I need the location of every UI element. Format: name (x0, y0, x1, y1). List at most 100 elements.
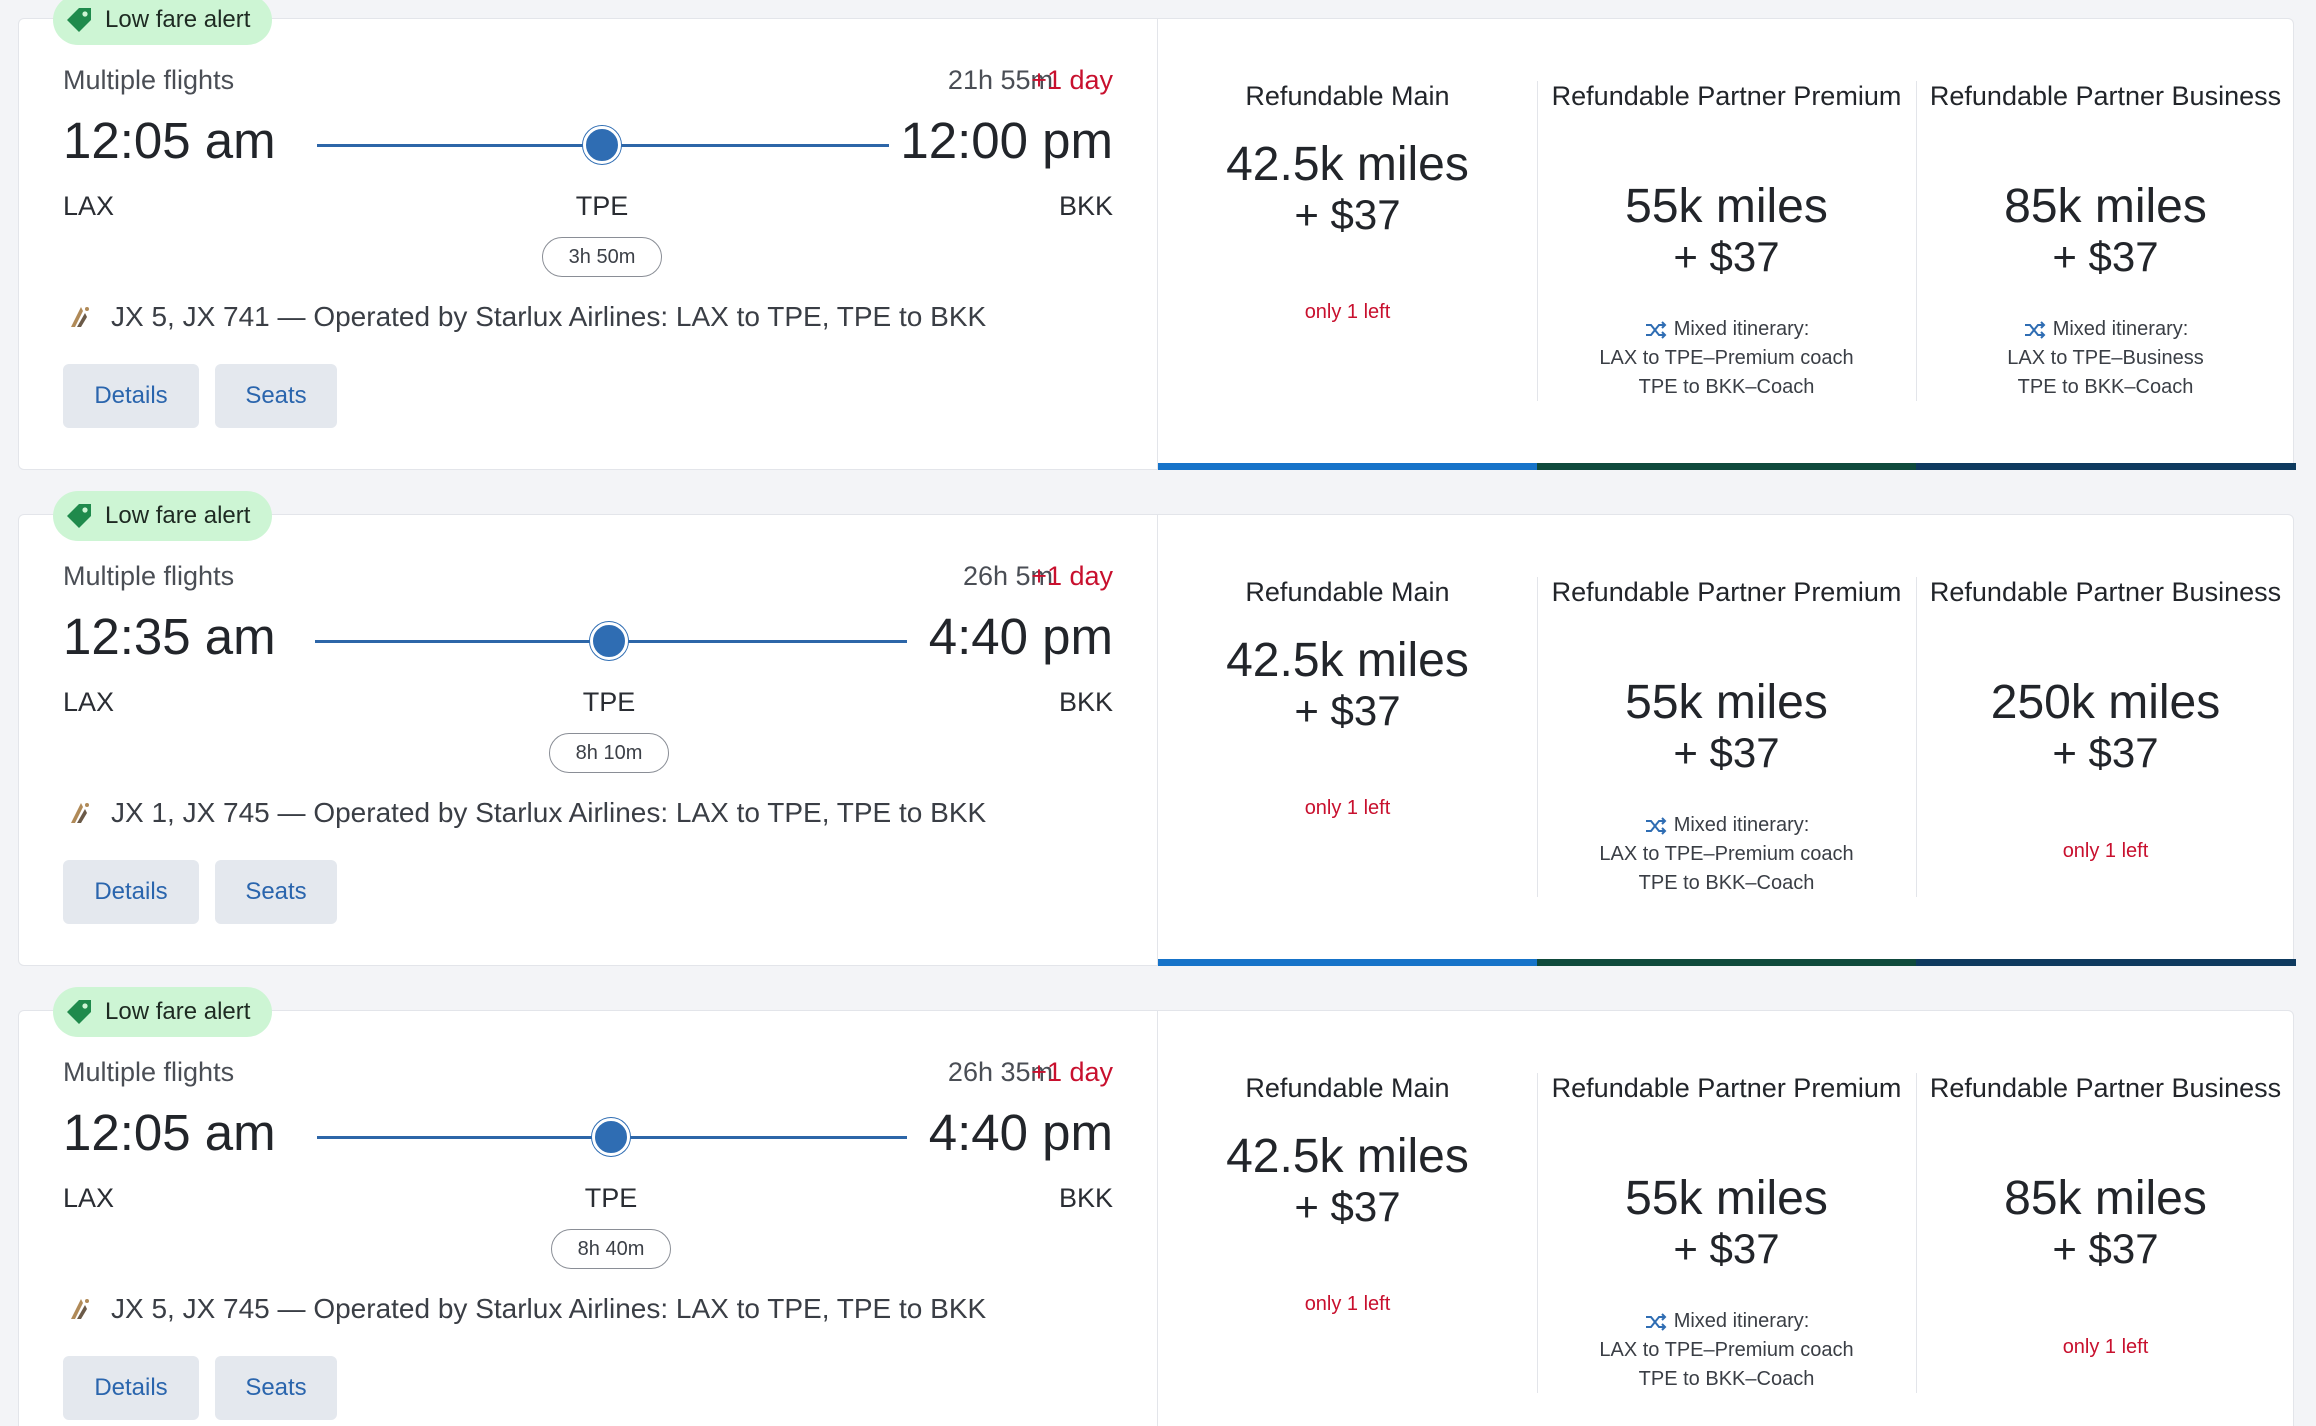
total-duration: 26h 35m (947, 1057, 1053, 1087)
badge-label: Low fare alert (105, 6, 251, 33)
price-tag-icon (67, 1000, 91, 1024)
fare-title: Refundable Main (1245, 1073, 1450, 1103)
fare-bar-business (1916, 463, 2296, 470)
fare-options: Refundable Main 42.5k miles + $37 only 1… (1157, 1011, 2295, 1426)
departure-time: 12:05 am (63, 112, 276, 169)
origin-code: LAX (63, 191, 115, 221)
fare-price: + $37 (1673, 233, 1780, 280)
fare-price: + $37 (1673, 729, 1780, 776)
departure-time: 12:05 am (63, 1104, 276, 1161)
details-button[interactable]: Details (63, 364, 199, 428)
mixed-itinerary: Mixed itinerary: LAX to TPE–Premium coac… (1537, 1307, 1916, 1394)
details-button[interactable]: Details (63, 860, 199, 924)
airline-logo-icon (71, 803, 89, 823)
total-duration: 21h 55m (947, 65, 1053, 95)
fare-title: Refundable Partner Business (1929, 577, 2282, 607)
mixed-itinerary: Mixed itinerary: LAX to TPE–Premium coac… (1537, 315, 1916, 402)
seats-left-note: only 1 left (2062, 840, 2149, 862)
price-tag-icon (67, 8, 91, 32)
details-button[interactable]: Details (63, 1356, 199, 1420)
fare-options: Refundable Main 42.5k miles + $37 only 1… (1157, 515, 2296, 966)
destination-code: BKK (1058, 191, 1113, 221)
fare-price: + $37 (2052, 729, 2159, 776)
arrival-time: 4:40 pm (928, 1104, 1113, 1161)
operator-info: JX 1, JX 745 — Operated by Starlux Airli… (63, 797, 986, 829)
low-fare-badge: Low fare alert (53, 0, 273, 45)
layover-duration: 8h 10m (549, 733, 669, 773)
fare-refundable-main[interactable]: Refundable Main 42.5k miles + $37 only 1… (1158, 1011, 1537, 1426)
seats-button[interactable]: Seats (215, 860, 337, 924)
mixed-itinerary: Mixed itinerary: LAX to TPE–Premium coac… (1537, 811, 1916, 898)
total-duration: 26h 5m (962, 561, 1053, 591)
airline-logo-icon (71, 307, 89, 327)
plus-day: +1 day (1031, 1057, 1113, 1087)
fare-price: + $37 (1294, 687, 1401, 734)
origin-code: LAX (63, 687, 115, 717)
mixed-leg-1: LAX to TPE–Premium coach (1599, 347, 1854, 369)
mixed-heading: Mixed itinerary: (1673, 318, 1810, 340)
seats-button[interactable]: Seats (215, 364, 337, 428)
seats-left-note: only 1 left (1304, 797, 1391, 819)
fare-partner-business[interactable]: Refundable Partner Business 85k miles + … (1916, 19, 2296, 470)
shuffle-icon (1645, 320, 1667, 339)
fare-price: + $37 (1294, 191, 1401, 238)
price-tag-icon (67, 504, 91, 528)
fare-price: + $37 (2052, 1225, 2159, 1272)
fare-refundable-main[interactable]: Refundable Main 42.5k miles + $37 only 1… (1158, 19, 1537, 470)
fare-miles: 42.5k miles (1226, 138, 1469, 191)
layover-duration: 3h 50m (542, 237, 662, 277)
mixed-leg-2: TPE to BKK–Coach (1638, 376, 1815, 398)
fare-title: Refundable Partner Premium (1551, 81, 1902, 111)
flight-summary: Low fare alert Multiple flights 26h 35m … (19, 987, 1157, 1426)
fare-miles: 55k miles (1625, 1172, 1828, 1225)
operator-info: JX 5, JX 745 — Operated by Starlux Airli… (63, 1293, 986, 1325)
column-divider (1916, 81, 1917, 401)
fare-title: Refundable Partner Premium (1551, 1073, 1902, 1103)
fare-partner-premium[interactable]: Refundable Partner Premium 55k miles + $… (1537, 1011, 1916, 1426)
flight-summary: Low fare alert Multiple flights 21h 55m … (19, 0, 1157, 469)
fare-partner-premium[interactable]: Refundable Partner Premium 55k miles + $… (1537, 19, 1916, 470)
seats-button[interactable]: Seats (215, 1356, 337, 1420)
mixed-leg-1: LAX to TPE–Premium coach (1599, 1339, 1854, 1361)
column-divider (1537, 1073, 1538, 1393)
fare-partner-business[interactable]: Refundable Partner Business 85k miles + … (1916, 1011, 2295, 1426)
airline-logo-icon (71, 1299, 89, 1319)
mixed-leg-1: LAX to TPE–Premium coach (1599, 843, 1854, 865)
arrival-time: 12:00 pm (900, 112, 1113, 169)
fare-refundable-main[interactable]: Refundable Main 42.5k miles + $37 only 1… (1158, 515, 1537, 966)
shuffle-icon (1645, 1312, 1667, 1331)
arrival-time: 4:40 pm (928, 608, 1113, 665)
fare-price: + $37 (2052, 233, 2159, 280)
operator-info: JX 5, JX 741 — Operated by Starlux Airli… (63, 301, 986, 333)
origin-code: LAX (63, 1183, 115, 1213)
column-divider (1537, 81, 1538, 401)
operator-text: JX 1, JX 745 — Operated by Starlux Airli… (111, 797, 987, 828)
mixed-itinerary: Mixed itinerary: LAX to TPE–Business TPE… (1916, 315, 2295, 402)
fare-miles: 85k miles (2004, 180, 2207, 233)
seats-left-note: only 1 left (2062, 1336, 2149, 1358)
mixed-leg-1: LAX to TPE–Business (2007, 347, 2204, 369)
fare-price: + $37 (1673, 1225, 1780, 1272)
mixed-heading: Mixed itinerary: (1673, 814, 1810, 836)
fare-title: Refundable Partner Premium (1551, 577, 1902, 607)
fare-partner-premium[interactable]: Refundable Partner Premium 55k miles + $… (1537, 515, 1916, 966)
destination-code: BKK (1058, 687, 1113, 717)
stop-code: TPE (582, 687, 636, 717)
stop-marker (592, 1118, 630, 1156)
fare-miles: 250k miles (1990, 676, 2221, 729)
fare-miles: 42.5k miles (1226, 1130, 1469, 1183)
plus-day: +1 day (1031, 65, 1113, 95)
low-fare-badge: Low fare alert (53, 491, 273, 541)
seats-left-note: only 1 left (1304, 301, 1391, 323)
shuffle-icon (2024, 320, 2046, 339)
fare-bar-premium (1537, 959, 1916, 966)
fare-options: Refundable Main 42.5k miles + $37 only 1… (1157, 19, 2296, 470)
fare-title: Refundable Main (1245, 81, 1450, 111)
fare-partner-business[interactable]: Refundable Partner Business 250k miles +… (1916, 515, 2296, 966)
shuffle-icon (1645, 816, 1667, 835)
plus-day: +1 day (1031, 561, 1113, 591)
column-divider (1537, 577, 1538, 897)
flight-card: Low fare alert Multiple flights 21h 55m … (18, 0, 2296, 470)
flight-card: Low fare alert Multiple flights 26h 35m … (18, 987, 2295, 1426)
seats-left-note: only 1 left (1304, 1293, 1391, 1315)
